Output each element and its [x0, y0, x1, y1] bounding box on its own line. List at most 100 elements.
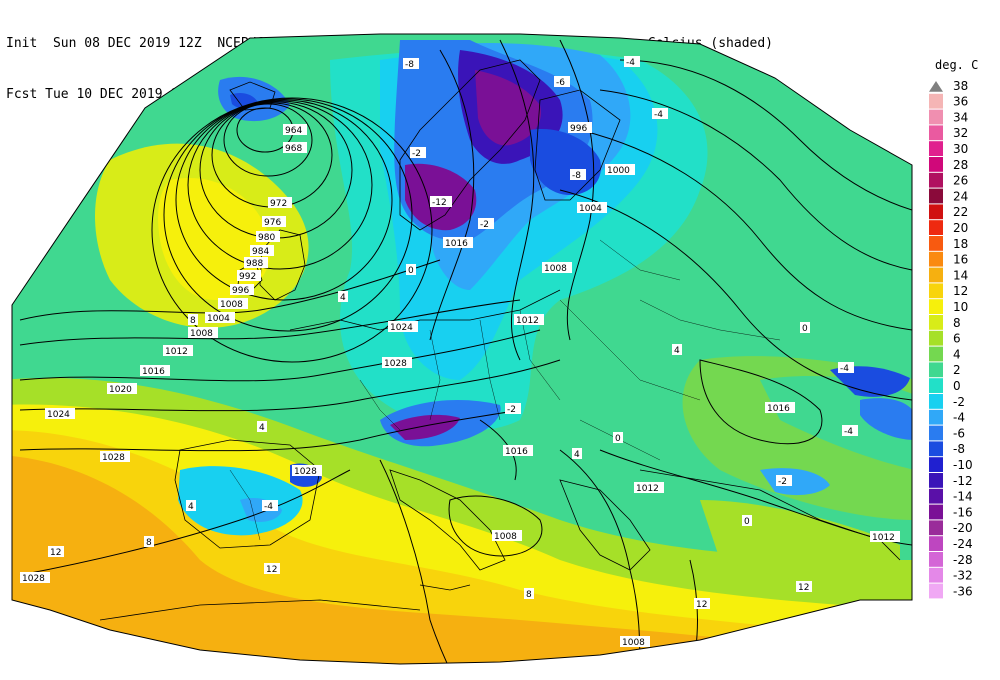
isobar-label: 976 — [262, 216, 286, 228]
legend-swatch — [929, 362, 943, 378]
dewpoint-label: 8 — [524, 588, 534, 600]
svg-text:-12: -12 — [432, 198, 447, 208]
dewpoint-label: 0 — [613, 432, 623, 444]
dewpoint-label: -4 — [842, 425, 858, 437]
isobar-label: 972 — [268, 197, 292, 209]
legend-swatch — [929, 125, 943, 141]
isobar-label: 1012 — [870, 531, 900, 543]
isobar-label: 1008 — [188, 327, 218, 339]
isobar-label: 1008 — [492, 530, 522, 542]
isobar-label: 1028 — [382, 357, 412, 369]
isobar-label: 1004 — [577, 202, 607, 214]
legend-label: -24 — [953, 537, 973, 551]
dewpoint-label: 4 — [186, 500, 196, 512]
dewpoint-label: -4 — [652, 108, 668, 120]
dewpoint-label: -4 — [262, 500, 278, 512]
svg-text:968: 968 — [285, 144, 302, 154]
svg-text:1016: 1016 — [142, 367, 165, 377]
legend-swatch — [929, 536, 943, 551]
svg-text:1016: 1016 — [445, 239, 468, 249]
legend-swatch — [929, 425, 943, 441]
dewpoint-label: 8 — [144, 536, 154, 548]
legend-arrow — [929, 81, 943, 92]
legend-title: deg. C — [935, 58, 979, 72]
svg-text:1012: 1012 — [872, 533, 895, 543]
dewpoint-label: 4 — [672, 344, 682, 356]
svg-text:0: 0 — [802, 324, 808, 334]
legend-swatch — [929, 188, 943, 204]
svg-text:8: 8 — [190, 316, 196, 326]
svg-text:980: 980 — [258, 233, 275, 243]
isobar-label: 1016 — [140, 365, 170, 377]
svg-text:976: 976 — [264, 218, 281, 228]
legend-swatch — [929, 157, 943, 172]
isobar-label: 996 — [230, 284, 254, 296]
svg-text:8: 8 — [526, 590, 532, 600]
svg-text:996: 996 — [232, 286, 249, 296]
svg-text:1020: 1020 — [109, 385, 132, 395]
isobar-label: 996 — [568, 122, 592, 134]
legend-swatch — [929, 220, 943, 235]
color-legend: 38363432302826242220181614121086420-2-4-… — [929, 79, 973, 599]
isobar-label: 1016 — [443, 237, 473, 249]
svg-text:992: 992 — [239, 272, 256, 282]
shaded-dewpoint-field — [12, 34, 912, 664]
svg-text:12: 12 — [266, 565, 277, 575]
legend-label: -14 — [953, 490, 973, 504]
legend-label: 32 — [953, 126, 968, 140]
isobar-label: 992 — [237, 270, 261, 282]
legend-label: 28 — [953, 158, 968, 172]
svg-text:964: 964 — [285, 126, 302, 136]
dewpoint-map: 964 968 972 976 980 984 988 992 996 1008… — [11, 33, 913, 665]
svg-text:-2: -2 — [480, 220, 489, 230]
dewpoint-label: -4 — [838, 362, 854, 374]
isobar-label: 1016 — [503, 445, 533, 457]
legend-swatch — [929, 457, 943, 472]
legend-swatch — [929, 172, 943, 188]
legend-swatch — [929, 504, 943, 520]
svg-text:1028: 1028 — [102, 453, 125, 463]
legend-swatch — [929, 583, 943, 599]
legend-label: -4 — [953, 411, 965, 425]
dewpoint-label: 0 — [406, 264, 416, 276]
dewpoint-label: -2 — [410, 147, 426, 159]
legend-label: 12 — [953, 284, 968, 298]
legend-swatch — [929, 394, 943, 409]
legend-label: -2 — [953, 395, 965, 409]
isobar-label: 1028 — [20, 572, 50, 584]
legend-label: 22 — [953, 205, 968, 219]
legend-swatch — [929, 567, 943, 583]
svg-text:1012: 1012 — [165, 347, 188, 357]
svg-text:-8: -8 — [405, 60, 414, 70]
isobar-label: 1008 — [542, 262, 572, 274]
legend-label: 4 — [953, 347, 961, 361]
legend-label: -12 — [953, 474, 973, 488]
legend-label: -32 — [953, 569, 973, 583]
svg-text:0: 0 — [408, 266, 414, 276]
svg-text:-4: -4 — [626, 58, 635, 68]
legend-label: -36 — [953, 584, 973, 598]
svg-text:1008: 1008 — [494, 532, 517, 542]
legend-swatch — [929, 315, 943, 330]
dewpoint-label: 4 — [257, 421, 267, 433]
legend-swatch — [929, 346, 943, 362]
legend-label: 0 — [953, 379, 961, 393]
legend-label: -10 — [953, 458, 973, 472]
svg-text:12: 12 — [798, 583, 809, 593]
svg-text:4: 4 — [188, 502, 194, 512]
map-frame — [11, 33, 913, 665]
dewpoint-label: 4 — [338, 291, 348, 303]
legend-label: 36 — [953, 95, 968, 109]
dewpoint-label: 0 — [742, 515, 752, 527]
isobar-label: 1016 — [765, 402, 795, 414]
legend-label: 18 — [953, 237, 968, 251]
dewpoint-label: -2 — [505, 403, 521, 415]
svg-text:-4: -4 — [840, 364, 849, 374]
legend-swatch — [929, 552, 943, 567]
legend-swatch — [929, 236, 943, 251]
legend-label: 2 — [953, 363, 961, 377]
dewpoint-label: 12 — [264, 563, 280, 575]
svg-text:4: 4 — [574, 450, 580, 460]
legend-label: -20 — [953, 521, 973, 535]
isobar-label: 988 — [244, 257, 268, 269]
